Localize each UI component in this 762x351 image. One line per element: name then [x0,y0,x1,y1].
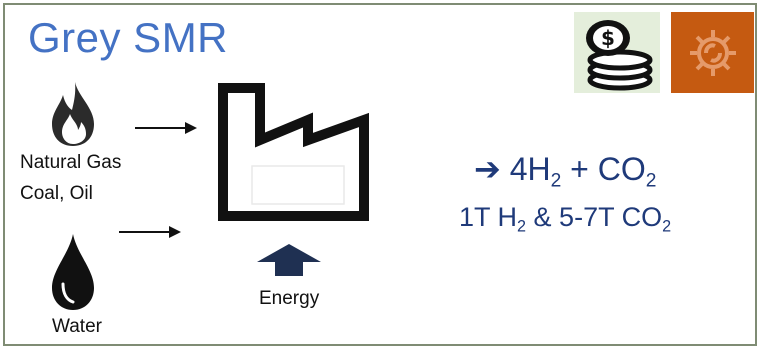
gear-icon-box [671,12,754,93]
gear-icon [690,30,736,76]
eq1-sub1: 2 [550,170,562,192]
svg-text:$: $ [601,26,615,50]
fuel-label-line1: Natural Gas [20,152,122,173]
eq2-sub2: 2 [662,217,672,236]
factory-icon [218,83,369,221]
eq2-part2: & 5-7T CO [526,202,663,232]
diagram-title: Grey SMR [28,14,229,61]
energy-label: Energy [259,288,320,309]
water-drop-icon [52,234,94,310]
eq1-part2: + CO [561,151,646,187]
fuel-label-line2: Coal, Oil [20,183,93,204]
fuel-arrow [135,122,197,134]
coins-icon-box: $ [574,12,660,93]
output-equation-line1: ➔ 4H2 + CO2 [474,150,656,191]
eq2-part1: 1T H [459,202,518,232]
water-label: Water [52,316,102,337]
coins-dollar-icon: $ [586,20,653,91]
output-arrow-icon: ➔ [474,150,501,188]
eq2-sub1: 2 [517,217,527,236]
water-arrow [119,226,181,238]
up-arrow-icon [257,244,321,276]
eq1-part1: 4H [509,151,551,187]
eq1-sub2: 2 [645,170,657,192]
output-equation-line2: 1T H2 & 5-7T CO2 [459,202,672,236]
flame-icon [52,82,94,146]
